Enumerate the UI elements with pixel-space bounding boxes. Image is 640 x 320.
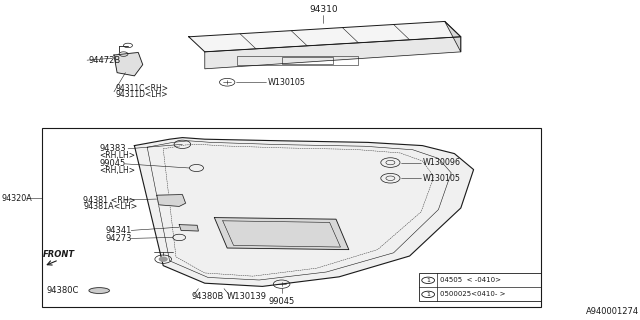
Text: 0500025<0410- >: 0500025<0410- >	[440, 292, 506, 297]
Polygon shape	[445, 21, 461, 52]
Text: 94310: 94310	[309, 5, 337, 14]
Text: 94381 <RH>: 94381 <RH>	[83, 196, 136, 204]
Text: 99045: 99045	[268, 297, 295, 306]
Text: 94341: 94341	[106, 226, 132, 235]
Text: W130096: W130096	[422, 158, 460, 167]
Text: W130105: W130105	[268, 78, 305, 87]
Text: 1: 1	[426, 278, 430, 283]
Text: 94273: 94273	[106, 234, 132, 243]
Text: 99045: 99045	[99, 159, 125, 168]
Text: W130105: W130105	[422, 174, 460, 183]
Polygon shape	[179, 225, 198, 231]
Polygon shape	[189, 21, 461, 52]
Text: <RH,LH>: <RH,LH>	[99, 166, 135, 175]
Text: 94380B: 94380B	[192, 292, 225, 301]
Text: 94381A<LH>: 94381A<LH>	[83, 202, 138, 211]
Bar	[282, 57, 333, 64]
Polygon shape	[214, 218, 349, 250]
Text: A940001274: A940001274	[586, 307, 639, 316]
Text: 94320A: 94320A	[1, 194, 32, 203]
Text: 94380C: 94380C	[47, 286, 79, 295]
Bar	[419, 273, 541, 301]
Text: 94472B: 94472B	[88, 56, 120, 65]
Polygon shape	[114, 52, 143, 76]
Text: 04505  < -0410>: 04505 < -0410>	[440, 277, 501, 283]
Text: 94311D<LH>: 94311D<LH>	[115, 90, 168, 99]
Ellipse shape	[89, 288, 109, 293]
Text: FRONT: FRONT	[43, 250, 75, 259]
Polygon shape	[205, 37, 461, 69]
Bar	[237, 56, 358, 65]
Text: 1: 1	[426, 292, 430, 297]
Text: W130139: W130139	[227, 292, 268, 301]
Polygon shape	[134, 138, 474, 286]
Bar	[42, 128, 541, 307]
Polygon shape	[157, 195, 186, 206]
Text: <RH,LH>: <RH,LH>	[99, 151, 135, 160]
Text: 94311C<RH>: 94311C<RH>	[115, 84, 168, 93]
Text: 94383: 94383	[99, 144, 126, 153]
Circle shape	[159, 257, 167, 261]
